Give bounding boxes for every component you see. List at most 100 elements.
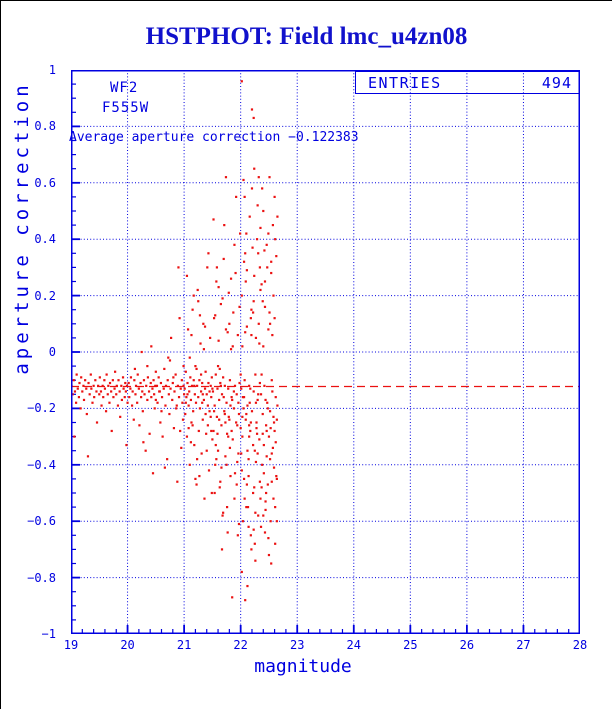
data-point (111, 379, 114, 382)
data-point (73, 390, 77, 393)
data-point (237, 522, 241, 526)
data-point (254, 511, 257, 514)
data-point (265, 455, 268, 458)
data-point (87, 381, 90, 385)
data-point (212, 429, 215, 433)
data-point (214, 463, 217, 466)
data-point (219, 302, 222, 306)
data-point (254, 460, 258, 464)
data-point (262, 443, 265, 447)
data-point (143, 393, 146, 396)
data-point (213, 491, 216, 495)
data-point (194, 365, 197, 368)
data-point (249, 429, 252, 433)
data-point (183, 393, 186, 396)
data-point (235, 421, 238, 424)
data-point (211, 387, 214, 390)
data-point (94, 379, 97, 382)
data-point (240, 452, 243, 455)
data-point (255, 238, 259, 241)
data-point (222, 376, 225, 379)
data-point (137, 387, 140, 390)
data-point (248, 435, 251, 438)
data-point (98, 393, 101, 396)
x-axis-title: magnitude (254, 656, 352, 677)
data-point (71, 393, 74, 396)
data-point (198, 314, 202, 317)
data-point (190, 421, 193, 424)
data-point (153, 393, 156, 396)
data-point (219, 381, 222, 385)
data-point (76, 387, 79, 390)
data-point (273, 317, 276, 320)
data-point (92, 384, 95, 387)
data-point (249, 421, 252, 424)
data-point (138, 424, 141, 427)
data-point (171, 398, 174, 402)
data-point (261, 187, 264, 190)
data-point (276, 215, 279, 218)
data-point (231, 345, 234, 348)
data-point (189, 441, 192, 444)
data-point (268, 176, 271, 179)
data-point (252, 443, 255, 447)
data-point (265, 424, 268, 427)
data-point (272, 415, 275, 418)
data-point (239, 232, 242, 235)
data-point (222, 396, 225, 399)
data-point (270, 260, 273, 263)
data-point (260, 486, 263, 489)
data-point (252, 528, 255, 531)
data-point (186, 381, 189, 385)
data-point (275, 520, 278, 523)
data-point (150, 396, 153, 399)
data-point (243, 195, 246, 198)
data-point (271, 224, 275, 227)
data-point (275, 255, 278, 258)
data-point (259, 288, 262, 292)
data-point (141, 410, 144, 413)
data-point (136, 401, 139, 404)
data-point (218, 367, 221, 371)
data-point (270, 271, 273, 275)
data-point (176, 480, 179, 483)
data-point (245, 412, 248, 416)
data-point (120, 398, 123, 402)
data-point (274, 542, 277, 545)
data-point (188, 390, 191, 393)
data-point (193, 393, 196, 396)
data-point (264, 508, 267, 512)
data-point (86, 455, 90, 458)
data-point (175, 404, 178, 407)
data-point (214, 314, 217, 317)
data-point (215, 280, 218, 283)
data-point (257, 176, 260, 179)
data-point (240, 570, 243, 574)
data-point (235, 195, 238, 198)
data-point (227, 435, 230, 438)
data-point (147, 390, 151, 393)
data-point (264, 500, 267, 503)
data-point (164, 384, 168, 387)
data-point (259, 497, 262, 500)
data-point (224, 455, 227, 458)
data-point (254, 336, 258, 339)
data-point (217, 286, 220, 289)
data-point (224, 176, 228, 179)
data-point (124, 390, 127, 393)
data-point (241, 435, 244, 438)
data-point (238, 305, 241, 308)
data-point (264, 398, 267, 402)
data-point (270, 452, 273, 455)
scatter-canvas (71, 70, 580, 634)
data-point (243, 379, 246, 382)
data-point (262, 209, 265, 213)
data-point (227, 387, 230, 390)
data-point (239, 373, 242, 376)
data-point (267, 435, 271, 438)
data-point (123, 396, 126, 399)
data-point (254, 559, 257, 562)
data-point (222, 257, 225, 261)
x-tick-label: 21 (176, 638, 192, 652)
data-point (225, 401, 228, 404)
